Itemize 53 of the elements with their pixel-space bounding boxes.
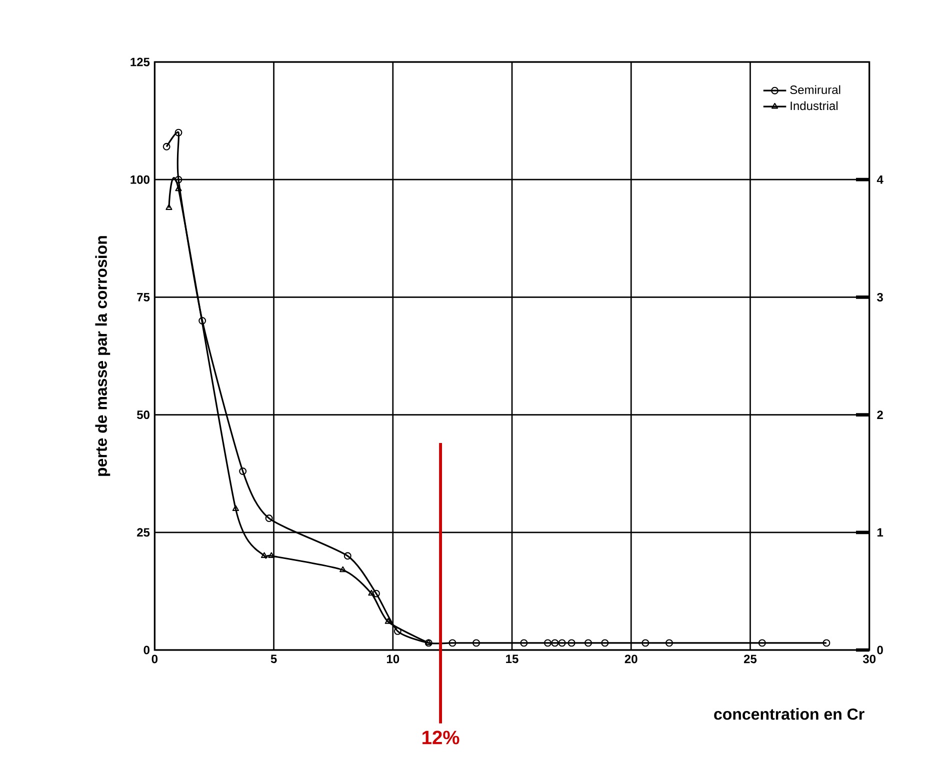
point — [174, 128, 182, 136]
point — [384, 618, 392, 624]
x-tick-label: 25 — [744, 654, 757, 664]
y-tick-label: 25 — [137, 528, 150, 537]
point — [372, 590, 380, 598]
y2-tick-label: 0 — [877, 646, 883, 654]
point — [584, 639, 592, 647]
point — [520, 639, 528, 647]
x-tick-label: 20 — [624, 654, 638, 664]
point — [239, 468, 247, 475]
point — [162, 142, 170, 150]
y2-tick-label: 4 — [876, 175, 884, 184]
y-tick-label: 0 — [144, 646, 150, 654]
legend-label: Industrial — [790, 101, 838, 110]
y-tick-label: 125 — [130, 58, 150, 66]
point — [558, 639, 566, 647]
point — [344, 552, 352, 560]
x-tick-label: 30 — [862, 654, 876, 664]
y-tick-label: 75 — [137, 293, 150, 302]
point — [268, 552, 275, 558]
point — [822, 639, 830, 647]
x-axis-title: concentration en Cr — [714, 708, 864, 720]
point — [166, 204, 172, 210]
y-axis-title: perte de masse par la corrosion — [95, 236, 110, 476]
point — [198, 316, 206, 324]
point — [265, 514, 273, 522]
x-tick-label: 5 — [270, 654, 277, 664]
legend-label: Semirural — [790, 85, 840, 94]
point — [666, 639, 673, 647]
point — [601, 639, 609, 647]
ref-line-label: 12% — [422, 730, 460, 744]
y-tick-label: 100 — [130, 175, 150, 184]
point — [394, 627, 402, 635]
x-tick-label: 0 — [152, 654, 158, 664]
y2-tick-label: 1 — [877, 528, 884, 537]
point — [448, 639, 456, 647]
point — [260, 552, 268, 558]
y-tick-label: 50 — [136, 410, 150, 420]
point — [472, 639, 480, 647]
point — [568, 639, 576, 647]
y2-tick-label: 3 — [876, 292, 883, 302]
point — [174, 176, 182, 184]
y2-tick-label: 2 — [877, 410, 883, 419]
point — [551, 639, 559, 647]
point — [368, 590, 375, 596]
point — [340, 566, 346, 572]
point — [642, 639, 650, 647]
point — [758, 639, 766, 647]
point — [544, 639, 552, 647]
point — [232, 505, 239, 512]
x-tick-label: 15 — [506, 654, 518, 664]
point — [175, 185, 182, 192]
x-tick-label: 10 — [386, 654, 400, 664]
